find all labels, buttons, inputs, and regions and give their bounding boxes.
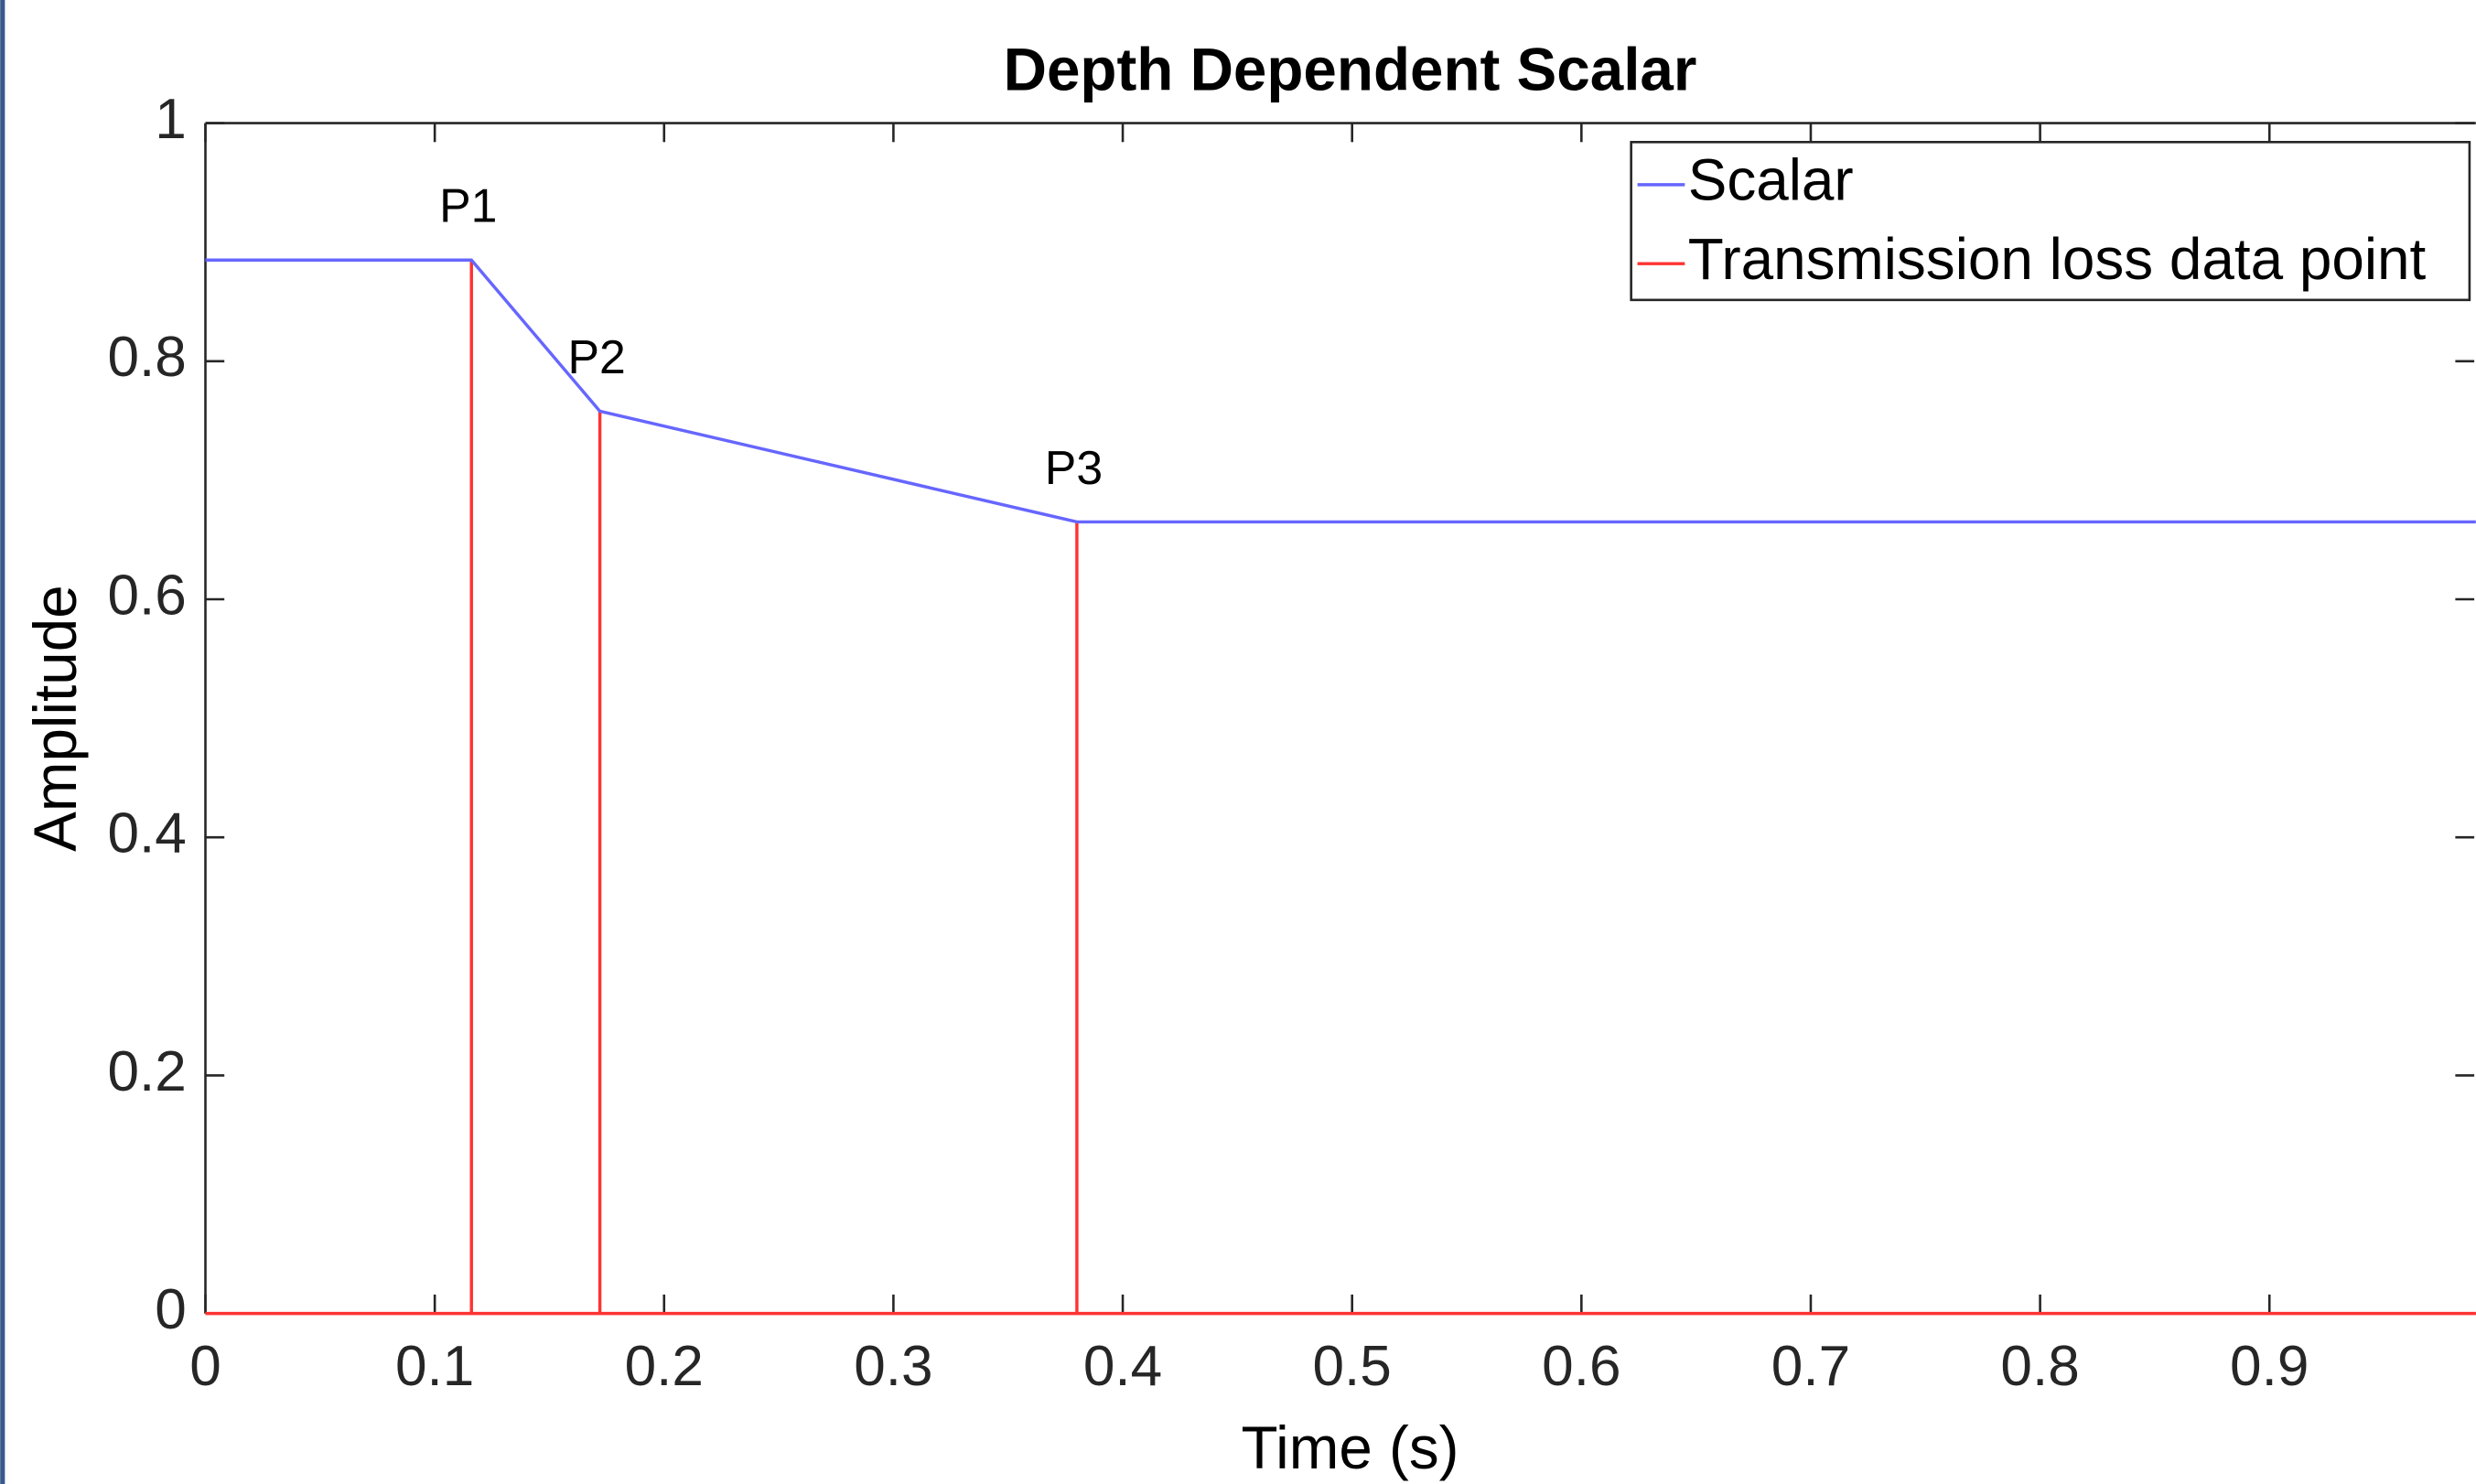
x-tick-label: 0.6 <box>1542 1335 1620 1398</box>
x-tick-label: 0.9 <box>2230 1335 2309 1398</box>
annotation: P1 <box>439 179 497 232</box>
chart-title: Depth Dependent Scalar <box>1004 36 1697 102</box>
x-tick-label: 0.4 <box>1083 1335 1162 1398</box>
y-axis-label: Amplitude <box>22 585 89 852</box>
y-tick-label: 0 <box>155 1278 187 1341</box>
annotation: P3 <box>1045 441 1103 494</box>
left-border <box>0 0 5 1484</box>
x-tick-label: 0.3 <box>854 1335 932 1398</box>
y-tick-label: 0.4 <box>107 802 186 866</box>
y-tick-label: 0.2 <box>107 1040 186 1103</box>
legend-label: Scalar <box>1688 147 1854 213</box>
y-tick-label: 0.6 <box>107 564 186 627</box>
x-tick-label: 0.2 <box>625 1335 704 1398</box>
x-tick-label: 0.5 <box>1313 1335 1392 1398</box>
legend-label: Transmission loss data point <box>1688 226 2427 292</box>
legend-box <box>1630 141 2471 302</box>
series-line <box>205 260 2476 1316</box>
y-tick-label: 0.8 <box>107 326 186 389</box>
x-tick-label: 0.1 <box>395 1335 474 1398</box>
series-line <box>205 258 2476 524</box>
x-tick-label: 0.8 <box>2000 1335 2079 1398</box>
x-tick-label: 0.7 <box>1771 1335 1850 1398</box>
y-tick-label: 1 <box>155 88 187 151</box>
x-tick-label: 0 <box>189 1335 221 1398</box>
annotation: P2 <box>567 330 625 383</box>
x-axis-label: Time (s) <box>1242 1414 1459 1481</box>
